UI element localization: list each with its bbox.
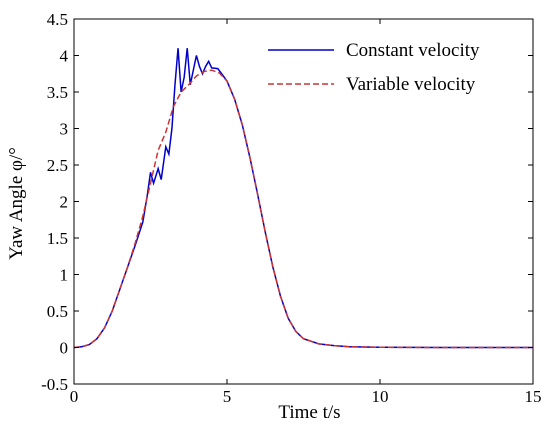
y-tick-label: 0 [60, 339, 69, 358]
tick-layer: 0 5 10 15-0.500.511.522.533.544.5 [41, 10, 541, 406]
y-tick-label: 2 [60, 193, 69, 212]
y-tick-label: 4.5 [47, 10, 68, 29]
legend-label-variable-velocity: Variable velocity [346, 74, 476, 95]
series-line-variable-velocity [73, 69, 533, 349]
y-tick-label: 2.5 [47, 156, 68, 175]
y-tick-label: -0.5 [41, 375, 68, 394]
x-tick-label: 5 [223, 387, 232, 406]
legend-label-constant-velocity: Constant velocity [346, 40, 480, 61]
x-tick-label: 15 [525, 387, 542, 406]
y-axis-label: Yaw Angle φ/° [6, 147, 27, 260]
y-tick-label: 3 [60, 120, 69, 139]
y-tick-label: 3.5 [47, 83, 68, 102]
x-axis-label: Time t/s [278, 402, 340, 423]
y-tick-label: 0.5 [47, 302, 68, 321]
x-tick-label: 0 [70, 387, 79, 406]
x-tick-label: 10 [372, 387, 389, 406]
plot-area: 0 5 10 15-0.500.511.522.533.544.5 [41, 10, 541, 406]
y-tick-label: 4 [60, 47, 69, 66]
legend: Constant velocity Variable velocity [268, 40, 480, 95]
series-layer [73, 48, 533, 349]
y-tick-label: 1.5 [47, 229, 68, 248]
y-tick-label: 1 [60, 266, 69, 285]
